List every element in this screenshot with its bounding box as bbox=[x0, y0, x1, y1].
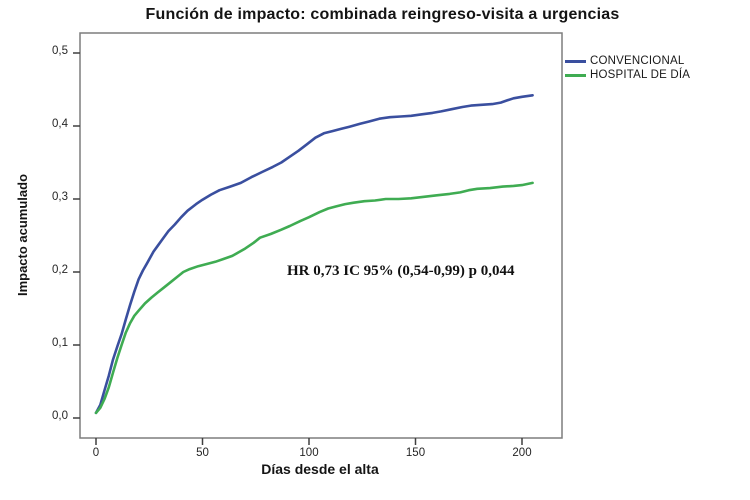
x-tick-label: 150 bbox=[405, 447, 426, 459]
legend-item-hospital-de-d-a: HOSPITAL DE DÍA bbox=[565, 68, 690, 82]
curve-convencional bbox=[94, 94, 534, 415]
plot-border bbox=[79, 32, 563, 439]
legend: CONVENCIONAL HOSPITAL DE DÍA bbox=[565, 54, 690, 82]
chart-title: Función de impacto: combinada reingreso-… bbox=[145, 6, 620, 23]
x-tick-label: 100 bbox=[299, 447, 319, 459]
hr-annotation: HR 0,73 IC 95% (0,54-0,99) p 0,044 bbox=[287, 263, 515, 279]
y-tick-label: 0,5 bbox=[52, 45, 68, 57]
legend-label: HOSPITAL DE DÍA bbox=[590, 69, 691, 81]
legend-swatch-convencional bbox=[565, 59, 586, 63]
y-tick-label: 0,0 bbox=[52, 410, 68, 422]
legend-label: CONVENCIONAL bbox=[590, 55, 685, 67]
y-tick-label: 0,2 bbox=[52, 264, 68, 276]
y-tick-label: 0,1 bbox=[52, 337, 68, 349]
legend-item-convencional: CONVENCIONAL bbox=[565, 54, 690, 68]
y-tick-label: 0,3 bbox=[52, 191, 68, 203]
curve-hospital-de-d-a bbox=[94, 181, 534, 415]
x-axis-label: Días desde el alta bbox=[261, 461, 379, 477]
y-tick-label: 0,4 bbox=[52, 118, 68, 130]
x-tick-label: 200 bbox=[512, 447, 532, 459]
x-tick-label: 0 bbox=[92, 447, 100, 459]
legend-swatch-hospital-de-d-a bbox=[565, 73, 586, 77]
x-tick-label: 50 bbox=[196, 447, 209, 459]
y-axis-label: Impacto acumulado bbox=[15, 173, 30, 297]
